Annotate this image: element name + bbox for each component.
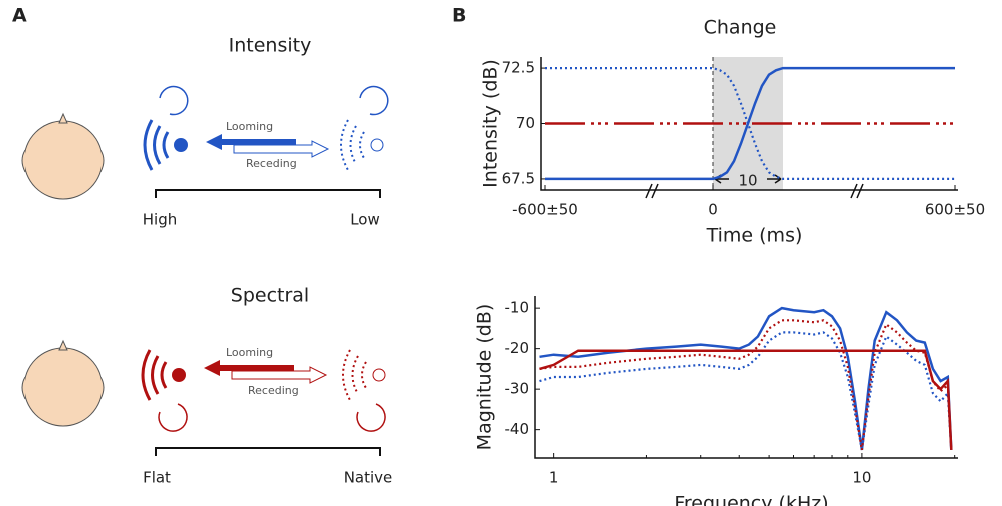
arrow-label: Receding bbox=[248, 384, 299, 397]
annotation: 10 bbox=[738, 172, 757, 190]
y-tick-label: -10 bbox=[505, 299, 530, 317]
arrow-label: Looming bbox=[226, 346, 273, 359]
scale-label: Flat bbox=[143, 469, 171, 487]
y-tick-label: -20 bbox=[505, 339, 530, 357]
y-axis-label: Intensity (dB) bbox=[480, 59, 502, 188]
source bbox=[370, 138, 384, 152]
ears bbox=[21, 376, 105, 400]
intensity-diagram: Intensity Looming Receding High Low bbox=[21, 35, 389, 229]
rotate-arrow bbox=[359, 85, 389, 116]
x-tick-label: 0 bbox=[708, 201, 718, 219]
source bbox=[372, 368, 386, 382]
head bbox=[23, 120, 103, 200]
spectral-diagram: Spectral Looming Receding Flat Native bbox=[21, 285, 393, 487]
series-line bbox=[539, 331, 953, 451]
source bbox=[172, 368, 186, 382]
series-line bbox=[545, 67, 955, 180]
section-title: Intensity bbox=[229, 35, 312, 57]
axes bbox=[534, 296, 958, 459]
ears bbox=[21, 149, 105, 173]
rotate-arrow bbox=[356, 403, 386, 432]
y-tick-label: 67.5 bbox=[502, 169, 535, 187]
arrow-label: Looming bbox=[226, 120, 273, 133]
scale-bar bbox=[155, 447, 381, 456]
x-tick-label: 10 bbox=[852, 469, 871, 487]
chart-title: Change bbox=[704, 17, 777, 39]
rotate-arrow bbox=[159, 85, 189, 116]
x-tick-label: 1 bbox=[549, 469, 559, 487]
receding-arrow bbox=[231, 366, 328, 384]
x-tick-label: -600±50 bbox=[512, 201, 578, 219]
y-tick-label: 70 bbox=[516, 114, 535, 132]
scale-bar bbox=[155, 189, 381, 198]
x-axis-label: Time (ms) bbox=[706, 225, 803, 247]
series-line bbox=[539, 319, 953, 451]
panel-label: B bbox=[452, 5, 466, 27]
axes bbox=[540, 57, 958, 191]
head bbox=[23, 347, 103, 427]
source bbox=[174, 138, 188, 152]
panel-label: A bbox=[12, 5, 27, 27]
scale-label: High bbox=[143, 211, 177, 229]
nose bbox=[58, 339, 68, 351]
arrow-label: Receding bbox=[246, 157, 297, 170]
looming-arrow bbox=[204, 360, 294, 376]
x-axis-label: Frequency (kHz) bbox=[674, 493, 828, 506]
series-line bbox=[539, 306, 953, 451]
looming-arrow bbox=[206, 134, 296, 150]
axis-breaks bbox=[645, 183, 864, 199]
section-title: Spectral bbox=[231, 285, 309, 307]
rotate-arrow bbox=[158, 403, 188, 432]
scale-label: Native bbox=[344, 469, 393, 487]
waves bbox=[340, 119, 365, 171]
receding-arrow bbox=[233, 140, 330, 158]
axis-break bbox=[645, 183, 864, 199]
series-line bbox=[539, 349, 953, 450]
waves bbox=[141, 349, 168, 401]
x-tick-label: 600±50 bbox=[925, 201, 985, 219]
y-tick-label: 72.5 bbox=[502, 59, 535, 77]
waves bbox=[342, 349, 367, 401]
y-tick-label: -30 bbox=[505, 380, 530, 398]
nose bbox=[58, 112, 68, 124]
y-tick-label: -40 bbox=[505, 420, 530, 438]
scale-label: Low bbox=[350, 211, 380, 229]
waves bbox=[143, 119, 170, 171]
y-axis-label: Magnitude (dB) bbox=[474, 304, 496, 451]
